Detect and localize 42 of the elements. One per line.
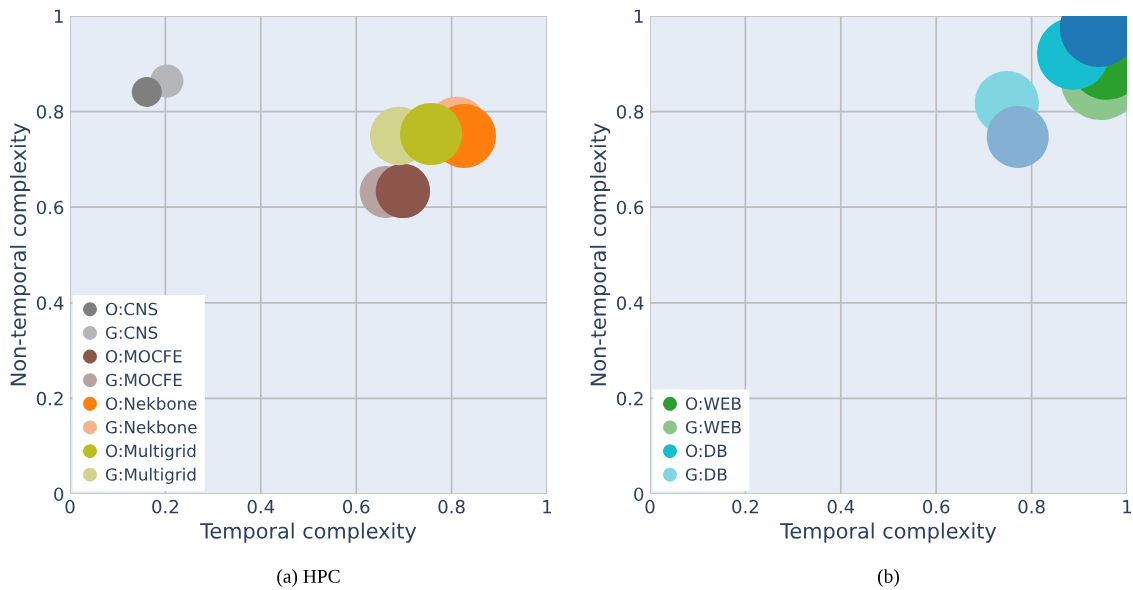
x-tick-label: 1 <box>1123 500 1132 514</box>
y-tick-label: 0.6 <box>616 200 644 215</box>
x-tick-label: 0 <box>65 499 75 514</box>
legend-label: G:WEB <box>685 420 741 434</box>
legend-label: O:CNS <box>105 302 158 316</box>
legend-label: G:MOCFE <box>105 373 182 387</box>
x-tick-label: 0.4 <box>247 499 275 514</box>
legend-label: O:MOCFE <box>105 350 182 363</box>
y-tick-label: 0 <box>54 487 64 502</box>
y-tick-label: 1 <box>634 9 643 23</box>
text: (a) HPC <box>277 569 340 587</box>
x-tick-label: 0.2 <box>732 499 758 514</box>
legend-label: G:CNS <box>105 326 158 339</box>
x-axis-title: Temporal complexity <box>200 522 417 543</box>
x-tick-label: 0.6 <box>343 499 370 514</box>
y-tick-label: 0.2 <box>616 391 643 406</box>
x-tick-label: 0 <box>645 499 655 514</box>
y-axis-title: Non-temporal complexity <box>10 123 31 386</box>
y-axis-title: Non-temporal complexity <box>590 123 611 386</box>
x-tick-label: 0.8 <box>438 499 465 514</box>
x-tick-label: 0.6 <box>923 499 950 514</box>
legend-label: O:WEB <box>685 397 741 410</box>
y-tick-label: 1 <box>54 9 63 23</box>
y-tick-label: 0.4 <box>36 296 64 310</box>
y-tick-label: 0 <box>634 487 644 502</box>
x-axis-title: Temporal complexity <box>780 522 997 543</box>
x-tick-label: 0.8 <box>1018 499 1045 514</box>
legend-label: G:Multigrid <box>105 467 196 484</box>
legend-label: O:Multigrid <box>105 444 196 461</box>
legend-label: G:Nekbone <box>105 420 197 434</box>
text: (b) <box>878 569 899 587</box>
y-tick-label: 0.8 <box>616 105 644 119</box>
y-tick-label: 0.2 <box>36 391 63 406</box>
x-tick-label: 0.2 <box>152 499 178 514</box>
legend-label: G:DB <box>685 468 727 481</box>
x-tick-label: 0.4 <box>827 499 855 514</box>
legend-label: O:Nekbone <box>105 396 197 410</box>
y-tick-label: 0.4 <box>616 296 644 310</box>
y-tick-label: 0.6 <box>36 200 64 215</box>
y-tick-label: 0.8 <box>36 105 64 119</box>
x-tick-label: 1 <box>543 500 552 514</box>
legend-label: O:DB <box>685 444 727 458</box>
